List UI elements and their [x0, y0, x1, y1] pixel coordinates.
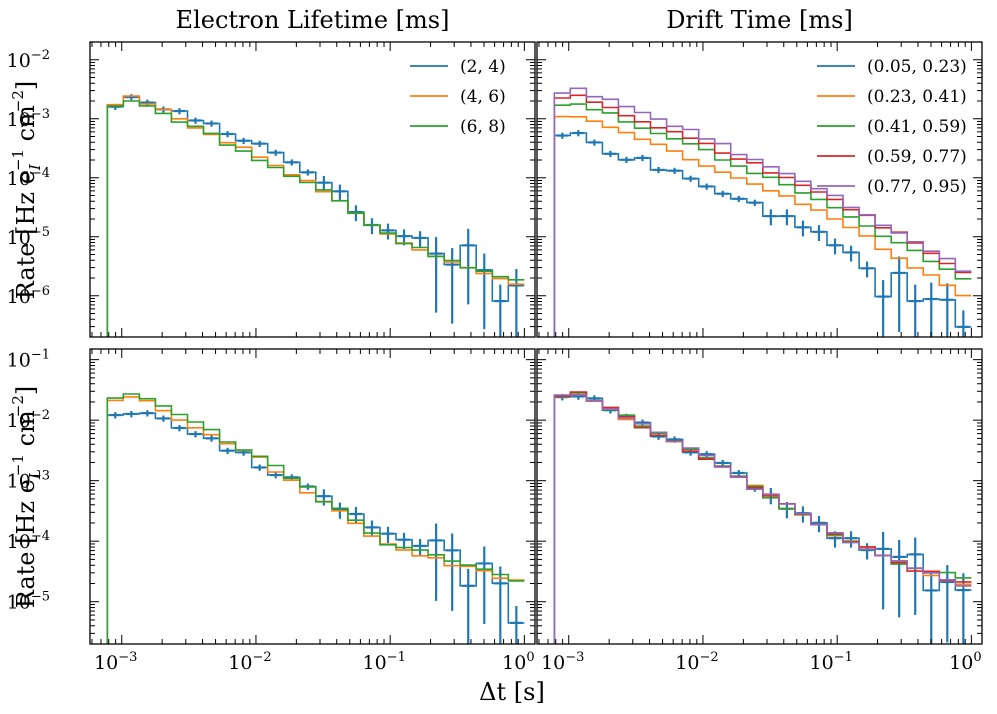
y-tick-label: 10−4 [7, 166, 50, 190]
series-line-2 [106, 393, 525, 644]
x-tick-label: 10−1 [809, 650, 852, 674]
x-tick-label: 100 [949, 650, 981, 674]
y-axis-label-top: Rate [Hz eI−1 cm−2] [9, 81, 44, 300]
legend-label: (0.23, 0.41) [867, 87, 967, 107]
series-line-0 [553, 395, 972, 644]
legend-label: (0.77, 0.95) [867, 177, 967, 197]
legend-label: (2, 4) [460, 57, 506, 77]
legend-label: (6, 8) [460, 117, 506, 137]
legend-label: (0.59, 0.77) [867, 147, 967, 167]
x-tick-label: 100 [502, 650, 534, 674]
legend-label: (0.05, 0.23) [867, 57, 967, 77]
y-tick-label: 10−2 [7, 48, 50, 72]
series-line-1 [553, 115, 972, 337]
axes-frame [536, 41, 983, 338]
series-line-1 [553, 393, 972, 644]
x-tick-label: 10−3 [94, 650, 137, 674]
axes-frame [89, 41, 536, 338]
series-line-3 [553, 391, 972, 644]
panel-top-left: 10−210−310−410−510−6(2, 4)(4, 6)(6, 8) [7, 41, 536, 338]
plot-area-bottom-left [106, 393, 525, 644]
plot-area-top-right [553, 87, 972, 337]
y-axis-label-bottom: Rate [Hz eL−1 cm−2] [9, 386, 44, 609]
x-tick-label: 10−2 [228, 650, 271, 674]
x-tick-label: 10−3 [541, 650, 584, 674]
column-title: Electron Lifetime [ms] [176, 6, 450, 34]
legend-label: (4, 6) [460, 87, 506, 107]
axes-frame [89, 348, 536, 645]
panel-bottom-right: 10−3 10−2 10−1 100 [536, 348, 983, 674]
series-line-4 [553, 394, 972, 644]
y-tick-label: 10−1 [7, 348, 50, 372]
x-tick-label: 10−1 [362, 650, 405, 674]
plot-area-top-left [106, 94, 525, 337]
x-tick-label: 10−2 [675, 650, 718, 674]
panel-top-right: (0.05, 0.23) (0.23, 0.41) (0.41, 0.59) (0.5… [536, 41, 983, 338]
y-tick-label: 10−5 [7, 225, 50, 249]
x-axis-label: Δt [s] [479, 678, 545, 706]
series-line-4 [553, 87, 972, 337]
series-line-1 [106, 396, 525, 644]
series-line-2 [106, 100, 525, 337]
column-title: Drift Time [ms] [666, 6, 853, 34]
series-line-2 [553, 392, 972, 644]
plot-area-bottom-right [553, 391, 972, 644]
legend-label: (0.41, 0.59) [867, 117, 967, 137]
axes-frame [536, 348, 983, 645]
series-line-0 [106, 412, 525, 644]
series-line-2 [553, 103, 972, 337]
